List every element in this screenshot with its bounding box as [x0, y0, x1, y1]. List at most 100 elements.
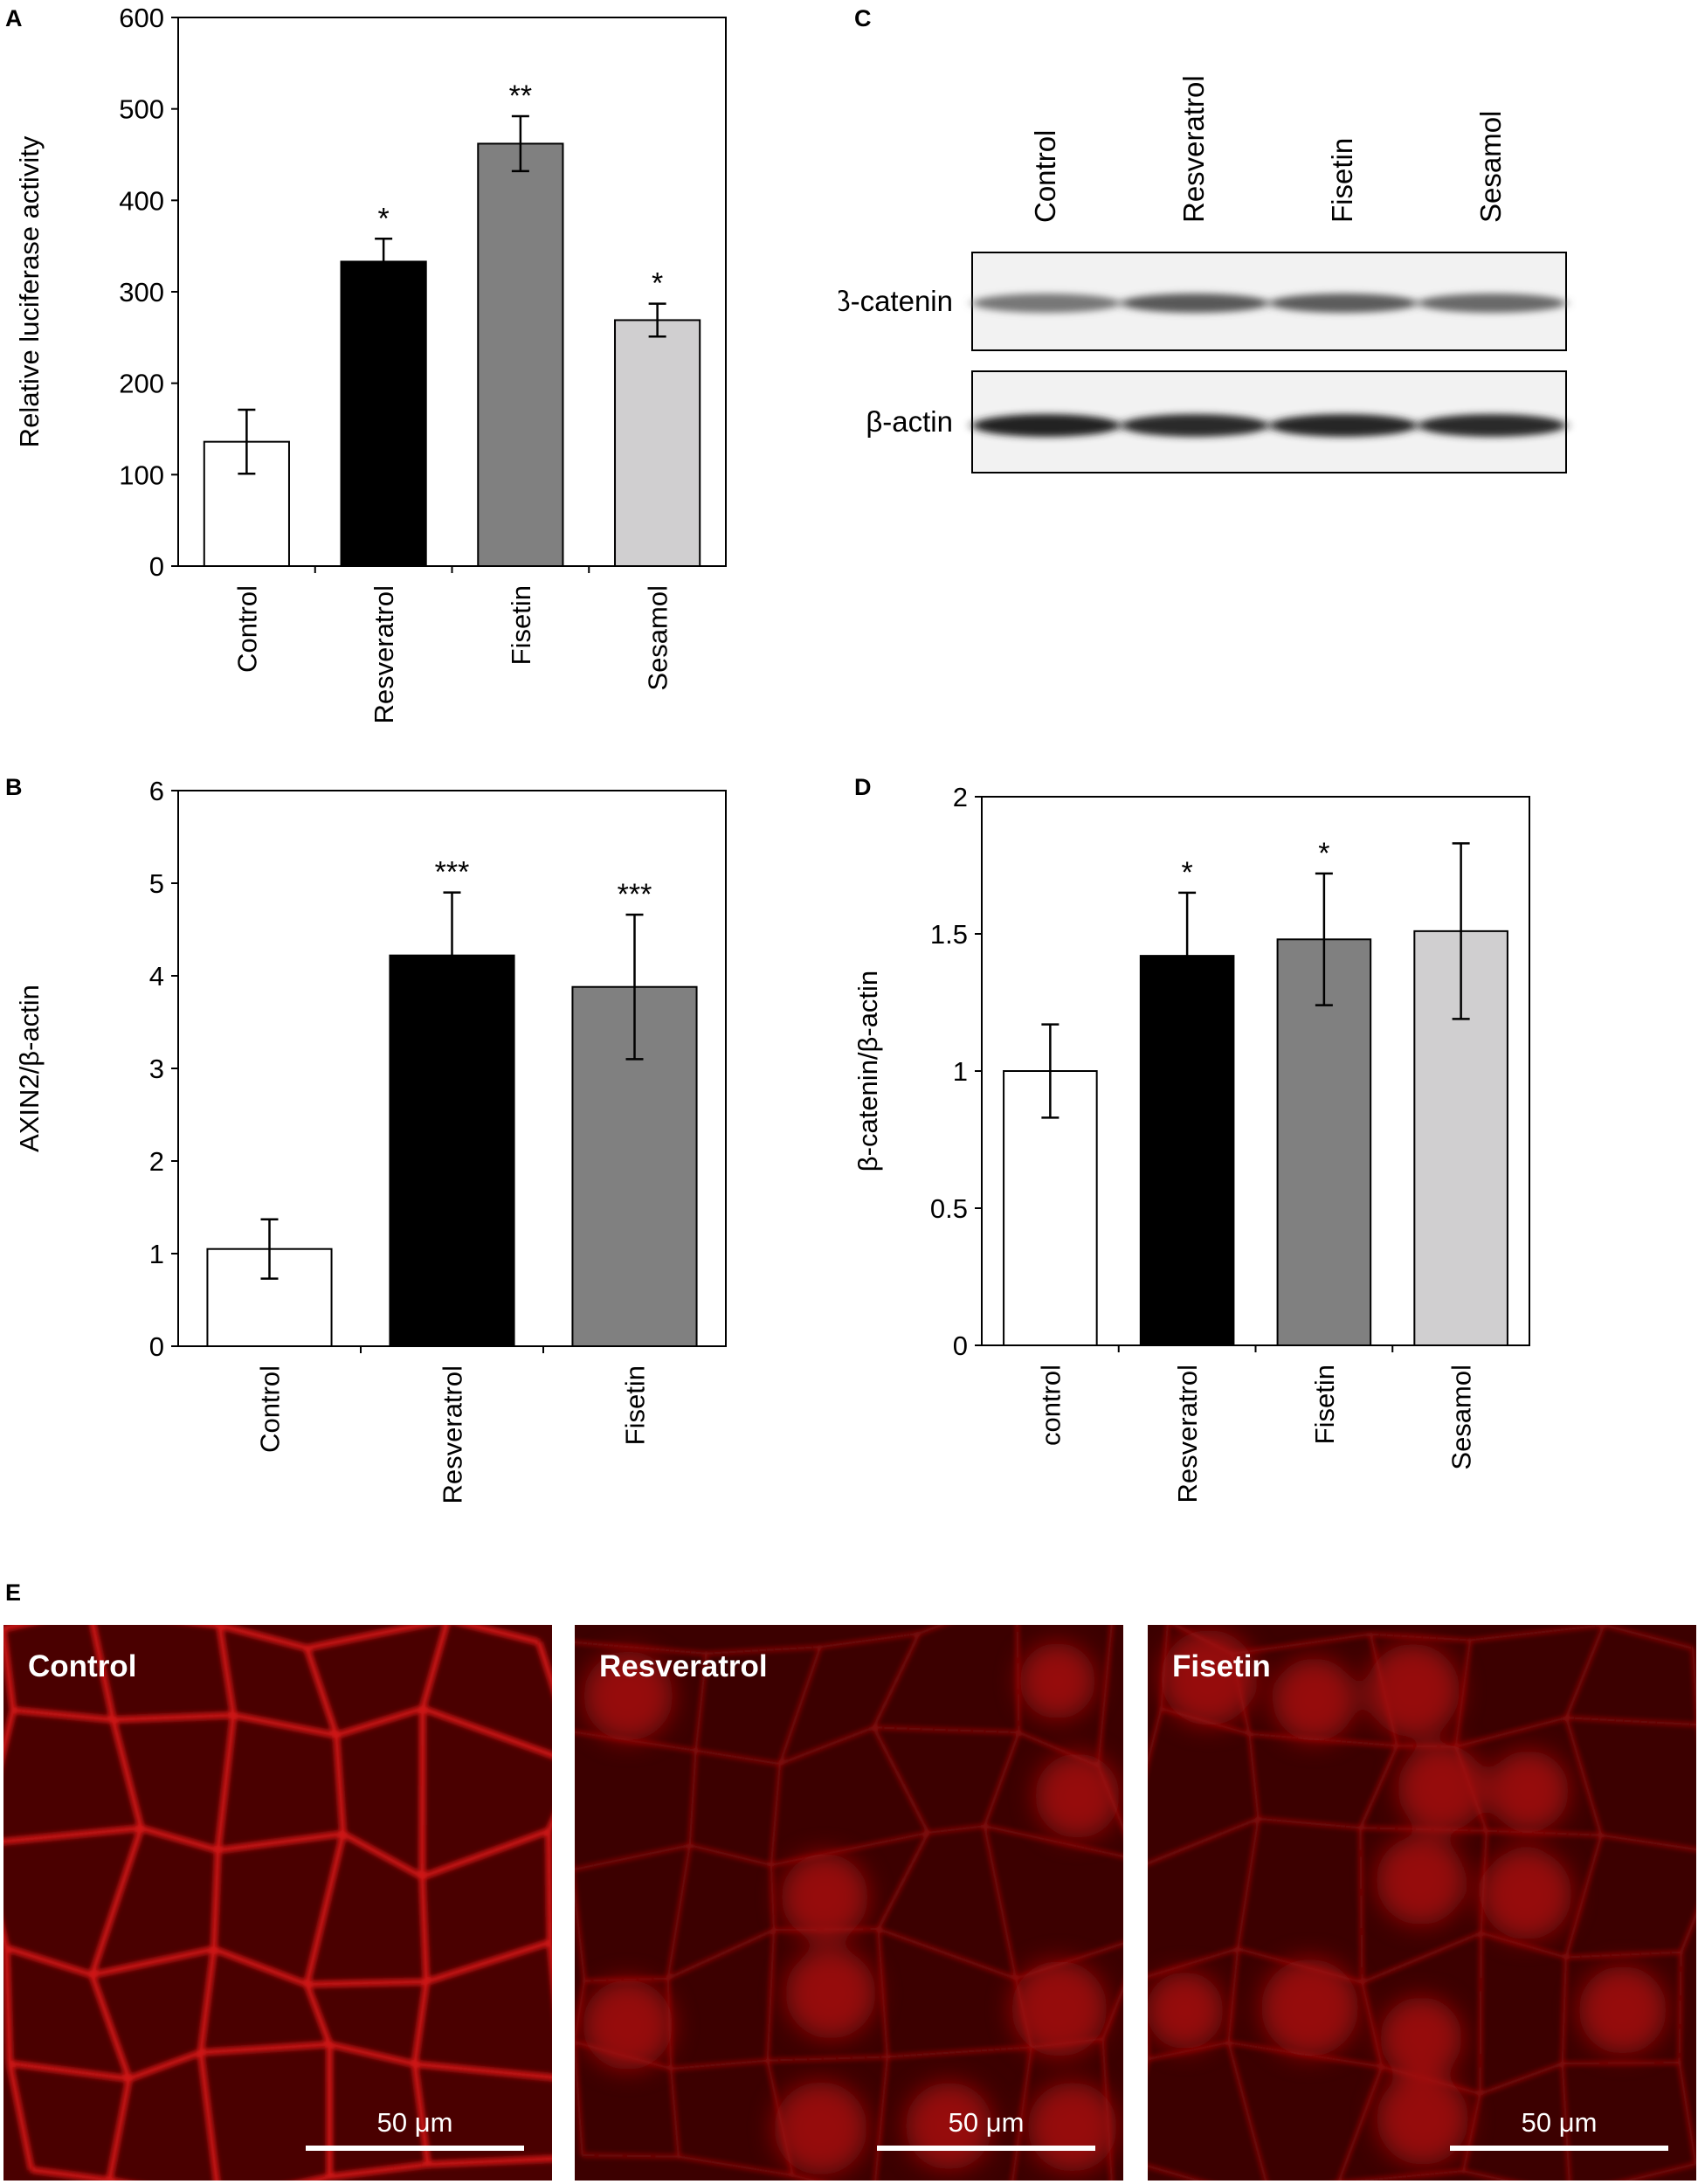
membrane-segment	[12, 1707, 114, 1724]
membrane-segment	[1455, 1716, 1567, 1749]
membrane-segment	[1462, 2169, 1515, 2181]
membrane-segment	[1479, 2062, 1563, 2096]
membrane-segment	[695, 1748, 781, 1766]
scale-bar	[1450, 2146, 1668, 2151]
membrane-segment	[211, 1849, 222, 1950]
micrograph-image-fisetin	[1148, 1625, 1696, 2181]
micrograph-row: Control 50 μm Resveratrol 50 μm Fisetin …	[0, 1625, 1698, 2184]
membrane-segment	[769, 1763, 782, 1866]
nucleus	[1011, 1960, 1108, 2056]
membrane-segment	[1565, 1950, 1681, 1959]
membrane-segment	[887, 2045, 1032, 2059]
membrane-segment	[873, 1725, 1019, 1735]
significance-mark: *	[1182, 856, 1193, 889]
membrane-segment	[31, 2167, 110, 2181]
nucleus	[774, 2082, 867, 2175]
significance-mark: ***	[435, 856, 470, 889]
membrane-segment	[666, 1928, 775, 1980]
significance-mark: **	[509, 79, 532, 113]
membrane-segment	[1679, 1910, 1696, 1953]
membrane-segment	[575, 1980, 587, 2042]
membrane-segment	[582, 2153, 679, 2159]
y-tick-label: 400	[119, 185, 164, 216]
western-blot-c: Control Resveratrol Fisetin Sesamol β-cateni…	[839, 75, 1567, 473]
micrograph-resveratrol: Resveratrol 50 μm	[575, 1625, 1123, 2181]
y-axis-label: AXIN2/β-actin	[14, 985, 45, 1152]
y-tick-label: 5	[149, 868, 164, 899]
membrane-segment	[328, 2161, 429, 2181]
membrane-segment	[770, 1830, 928, 1867]
nucleus	[785, 1948, 876, 2039]
membrane-segment	[1337, 2066, 1384, 2181]
panel-letter-b: B	[5, 774, 23, 800]
membrane-segment	[1560, 1957, 1568, 2064]
blot-band	[1121, 294, 1269, 313]
membrane-segment	[1453, 1640, 1473, 1747]
bar-fisetin	[1276, 938, 1372, 1346]
membrane-segment	[140, 1825, 219, 1854]
membrane-segment	[3, 1709, 17, 1763]
category-label: Control	[255, 1365, 286, 1453]
membrane-segment	[1566, 1716, 1696, 1727]
y-tick-label: 100	[119, 460, 164, 490]
scale-bar-label: 50 μm	[1521, 2107, 1598, 2138]
membrane-segment	[1258, 1816, 1361, 1830]
membrane-segment	[457, 1625, 540, 1646]
membrane-segment	[1486, 1828, 1602, 1837]
panel-letter-a: A	[5, 5, 23, 31]
panel-letter-c: C	[854, 5, 872, 31]
membrane-segment	[1360, 1981, 1384, 2068]
category-label: Control	[231, 585, 262, 673]
membrane-segment	[1226, 1948, 1240, 2043]
membrane-segment	[421, 1705, 552, 1759]
chart-a-luciferase: Relative luciferase activity 0 100 200 300 40…	[14, 3, 727, 724]
membrane-segment	[411, 1980, 430, 2065]
membrane-segment	[1096, 1625, 1114, 1766]
membrane-segment	[427, 2155, 552, 2168]
membrane-segment	[1370, 1632, 1471, 1642]
cell-nuclei	[1148, 1629, 1667, 2165]
membrane-segment	[575, 1843, 691, 1871]
membrane-segment	[128, 2049, 202, 2082]
membrane-segment	[575, 2042, 584, 2156]
scale-bar	[877, 2146, 1095, 2151]
membrane-segment	[113, 1711, 234, 1724]
plot-frame	[177, 790, 727, 1347]
category-label: Fisetin	[1309, 1365, 1340, 1444]
cell-membranes	[3, 1625, 552, 2181]
scale-bar-label: 50 μm	[948, 2107, 1025, 2138]
membrane-segment	[1011, 2047, 1033, 2181]
nucleus	[1261, 1959, 1359, 2056]
membrane-segment	[575, 1877, 587, 1981]
blot-band	[1269, 294, 1418, 313]
membrane-segment	[419, 1625, 450, 1710]
micrograph-image-resveratrol	[575, 1625, 1123, 2181]
membrane-segment	[1461, 2093, 1482, 2172]
blot-lane-label: Resveratrol	[1177, 75, 1210, 223]
blot-band	[972, 294, 1121, 313]
membrane-segment	[984, 1824, 1123, 1859]
membrane-segment	[669, 2068, 680, 2157]
membrane-segment	[421, 1828, 550, 1880]
membrane-segment	[671, 2058, 768, 2070]
blot-band	[1269, 414, 1418, 437]
membrane-segment	[216, 1625, 237, 1716]
membrane-segment	[983, 1731, 1021, 1827]
membrane-segment	[1101, 1983, 1123, 2040]
blot-row-label: β-catenin	[839, 285, 953, 317]
membrane-segment	[215, 1714, 237, 1851]
y-tick-label: 4	[149, 961, 164, 992]
blot-band	[972, 414, 1121, 437]
membrane-segment	[89, 1625, 116, 1721]
bar-fisetin	[477, 142, 564, 567]
membrane-segment	[197, 1948, 217, 2053]
membrane-segment	[1247, 1733, 1260, 1820]
y-tick-label: 1	[953, 1056, 968, 1087]
nucleus	[1481, 1849, 1572, 1940]
nucleus	[1376, 1835, 1466, 1925]
membrane-segment	[1226, 2042, 1268, 2181]
membrane-segment	[1677, 1952, 1683, 2063]
membrane-segment	[779, 1725, 875, 1766]
membrane-segment	[1361, 1931, 1482, 1985]
membrane-segment	[575, 1641, 707, 1655]
